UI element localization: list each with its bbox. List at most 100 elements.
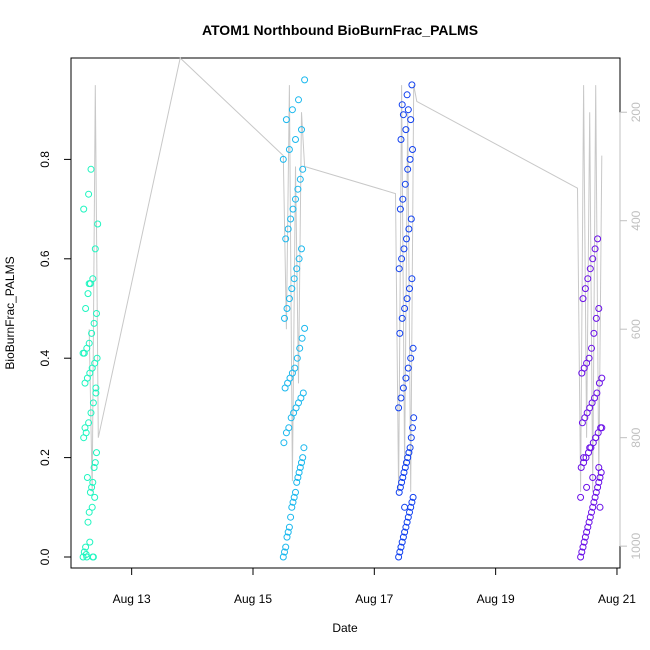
data-point — [301, 76, 309, 84]
data-point — [577, 553, 585, 561]
data-point — [288, 503, 296, 511]
data-point — [401, 503, 409, 511]
data-point — [85, 339, 93, 347]
points-layer — [79, 76, 606, 561]
data-point — [86, 488, 94, 496]
data-point — [399, 384, 407, 392]
data-point — [589, 503, 597, 511]
data-point — [404, 364, 412, 372]
data-point — [404, 454, 412, 462]
data-point — [598, 374, 606, 382]
data-point — [294, 474, 302, 481]
data-point — [581, 533, 589, 541]
data-point — [586, 444, 594, 452]
y-axis-label: BioBurnFrac_PALMS — [3, 256, 17, 369]
data-point — [93, 354, 101, 362]
data-point — [290, 493, 298, 501]
data-point — [282, 235, 290, 243]
data-point — [398, 255, 406, 263]
data-point — [293, 478, 301, 486]
data-point — [398, 478, 406, 486]
data-point — [406, 444, 414, 452]
data-point — [408, 81, 416, 89]
data-point — [401, 464, 409, 471]
data-point — [91, 493, 99, 501]
data-point — [299, 389, 307, 397]
data-point — [589, 255, 597, 263]
data-point — [399, 474, 407, 481]
data-point — [591, 245, 599, 253]
data-point — [399, 111, 407, 119]
data-point — [298, 334, 306, 342]
data-point — [403, 518, 411, 526]
data-point — [403, 235, 410, 243]
data-point — [585, 518, 593, 526]
data-point — [403, 91, 411, 99]
data-point — [594, 483, 602, 491]
data-point — [81, 424, 89, 432]
data-point — [403, 459, 410, 467]
data-point — [400, 245, 408, 253]
data-point — [298, 126, 305, 134]
data-point — [396, 205, 404, 213]
data-point — [585, 354, 593, 362]
data-point — [90, 319, 98, 327]
data-point — [595, 478, 603, 486]
data-point — [301, 324, 309, 332]
data-point — [296, 344, 304, 352]
data-point — [289, 205, 297, 213]
data-point — [405, 225, 413, 233]
data-point — [404, 165, 412, 173]
data-point — [578, 548, 586, 556]
data-point — [285, 523, 293, 531]
data-point — [400, 469, 408, 476]
x-tick-label: Aug 19 — [477, 592, 515, 606]
y-tick-label: 0.6 — [38, 250, 52, 267]
data-point — [88, 503, 96, 511]
data-point — [281, 314, 288, 322]
x-tick-label: Aug 21 — [598, 592, 636, 606]
data-point — [79, 349, 87, 357]
data-point — [396, 548, 404, 556]
data-point — [299, 454, 307, 462]
data-point — [581, 285, 589, 293]
data-point — [405, 449, 413, 457]
y-tick-label: 0.0 — [38, 548, 52, 565]
data-point — [291, 364, 299, 372]
data-point — [407, 434, 415, 442]
data-point — [82, 543, 90, 551]
data-point — [583, 483, 591, 491]
data-point — [284, 528, 292, 536]
data-point — [93, 310, 100, 317]
data-point — [588, 344, 595, 352]
data-point — [288, 285, 296, 293]
x-tick-label: Aug 15 — [234, 592, 272, 606]
plot-frame — [70, 57, 621, 569]
data-point — [294, 185, 302, 193]
data-point — [282, 543, 290, 551]
data-point — [82, 305, 90, 312]
data-point — [409, 493, 417, 501]
data-point — [588, 508, 595, 516]
data-point — [91, 459, 99, 467]
data-point — [406, 285, 413, 293]
data-point — [280, 439, 288, 447]
data-point — [292, 136, 299, 143]
data-point — [592, 488, 600, 496]
data-point — [295, 96, 302, 104]
data-point — [290, 275, 298, 283]
data-point — [85, 190, 93, 198]
data-point — [93, 449, 100, 457]
data-point — [86, 538, 94, 546]
data-point — [401, 180, 409, 188]
data-point — [395, 404, 403, 412]
data-point — [398, 314, 406, 322]
data-point — [396, 483, 404, 491]
x-tick-label: Aug 17 — [355, 592, 393, 606]
data-point — [598, 424, 606, 432]
data-point — [85, 419, 93, 427]
data-point — [281, 548, 288, 556]
data-point — [579, 543, 587, 551]
data-point — [408, 275, 416, 283]
